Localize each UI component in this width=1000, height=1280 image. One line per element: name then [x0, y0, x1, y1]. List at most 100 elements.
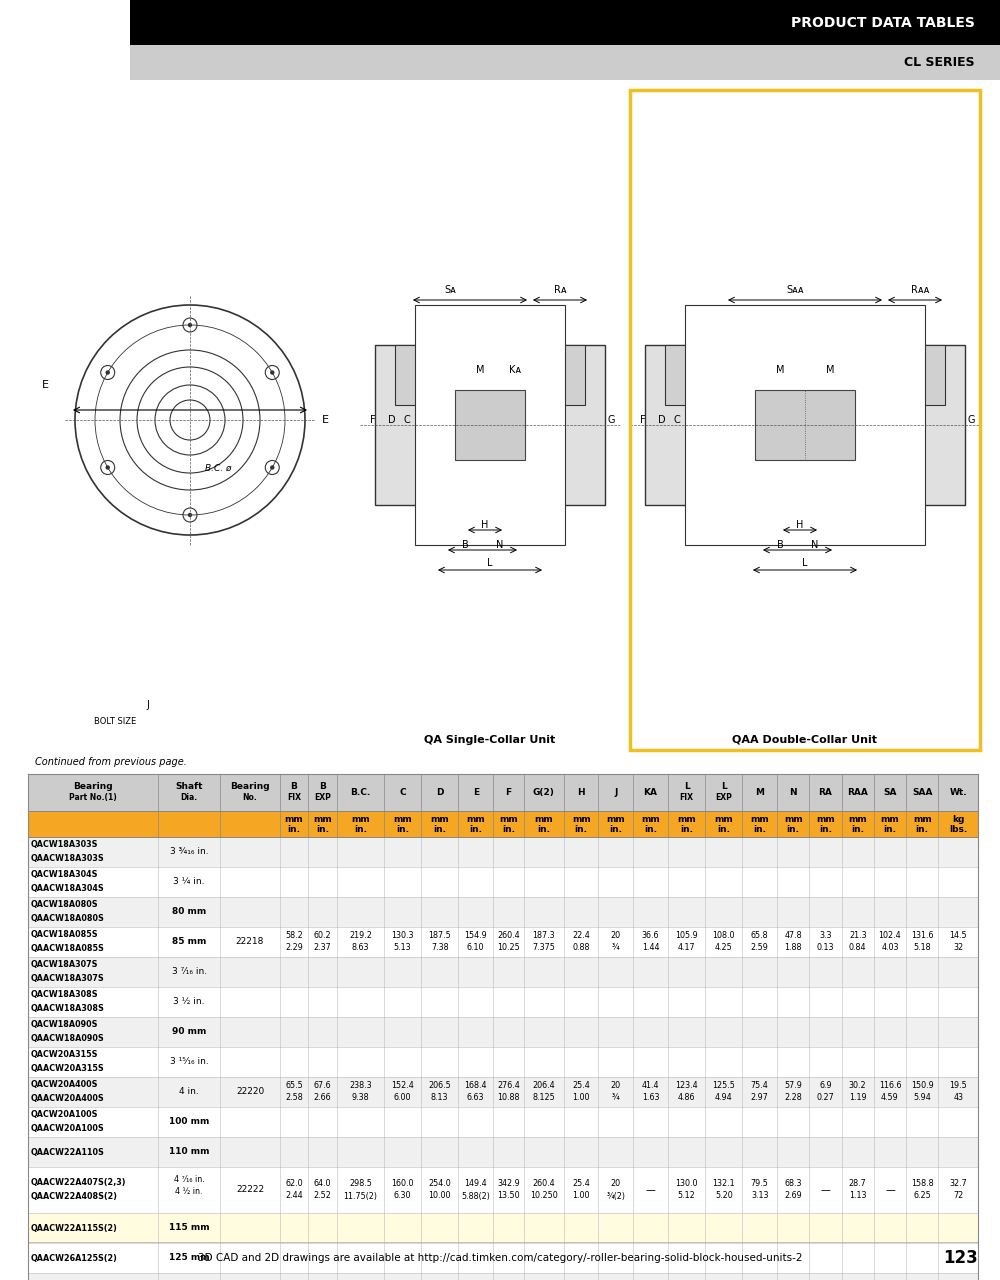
Text: 22.4: 22.4 [572, 932, 590, 941]
Text: 22218: 22218 [236, 937, 264, 946]
Text: 10.250: 10.250 [530, 1192, 558, 1201]
Text: mm: mm [750, 814, 769, 823]
Text: D: D [658, 415, 666, 425]
Text: 80 mm: 80 mm [172, 908, 206, 916]
Text: 47.8: 47.8 [784, 932, 802, 941]
Text: QACW20A315S: QACW20A315S [31, 1051, 98, 1060]
Text: FIX: FIX [680, 794, 694, 803]
Text: QAACW20A315S: QAACW20A315S [31, 1065, 105, 1074]
Text: 5.13: 5.13 [394, 943, 411, 952]
Text: 6.30: 6.30 [394, 1192, 411, 1201]
Text: 36.6: 36.6 [642, 932, 659, 941]
Text: CL SERIES: CL SERIES [904, 56, 975, 69]
Text: No.: No. [243, 794, 257, 803]
Text: B.C.: B.C. [350, 788, 371, 797]
Bar [28, 1213, 978, 1243]
Text: mm: mm [535, 814, 553, 823]
Text: 19.5: 19.5 [949, 1082, 967, 1091]
Text: G(2): G(2) [533, 788, 555, 797]
Text: G: G [968, 415, 976, 425]
Text: mm: mm [430, 814, 449, 823]
Text: 13.50: 13.50 [497, 1192, 520, 1201]
Text: mm: mm [351, 814, 370, 823]
Text: 7.375: 7.375 [532, 943, 555, 952]
Text: 3 ½ in.: 3 ½ in. [173, 997, 205, 1006]
Text: QAACW20A100S: QAACW20A100S [31, 1125, 105, 1134]
Text: 75.4: 75.4 [751, 1082, 769, 1091]
Text: Rᴀᴀ: Rᴀᴀ [911, 285, 929, 294]
Text: 2.69: 2.69 [784, 1192, 802, 1201]
Text: 1.44: 1.44 [642, 943, 659, 952]
Text: G: G [608, 415, 616, 425]
Text: QAACW18A080S: QAACW18A080S [31, 914, 105, 923]
Text: QACW18A307S: QACW18A307S [31, 960, 98, 969]
Text: C: C [399, 788, 406, 797]
Text: 123: 123 [943, 1249, 978, 1267]
Text: 62.0: 62.0 [285, 1179, 303, 1189]
Text: 105.9: 105.9 [675, 932, 698, 941]
Text: mm: mm [499, 814, 518, 823]
Text: 57.9: 57.9 [784, 1082, 802, 1091]
Text: QACW18A085S: QACW18A085S [31, 931, 99, 940]
Text: 158.8: 158.8 [911, 1179, 934, 1189]
Text: 8.13: 8.13 [431, 1093, 448, 1102]
Text: QAACW18A303S: QAACW18A303S [31, 855, 105, 864]
Text: 43: 43 [953, 1093, 963, 1102]
Text: 298.5: 298.5 [349, 1179, 372, 1189]
Text: H: H [796, 520, 804, 530]
Circle shape [106, 466, 109, 468]
Text: 154.9: 154.9 [464, 932, 487, 941]
Text: QAACW18A304S: QAACW18A304S [31, 884, 105, 893]
Text: 115 mm: 115 mm [169, 1224, 210, 1233]
Text: 2.58: 2.58 [285, 1093, 303, 1102]
Text: 0.84: 0.84 [849, 943, 866, 952]
Text: 11.75(2): 11.75(2) [343, 1192, 377, 1201]
Text: 65.8: 65.8 [751, 932, 769, 941]
Text: Sᴀᴀ: Sᴀᴀ [786, 285, 804, 294]
Text: 187.5: 187.5 [428, 932, 451, 941]
Bar [28, 927, 978, 957]
Bar [455, 390, 525, 460]
Text: in.: in. [819, 824, 832, 833]
Text: mm: mm [848, 814, 867, 823]
Text: in.: in. [851, 824, 864, 833]
Text: B: B [319, 782, 326, 791]
Text: 130.0: 130.0 [675, 1179, 698, 1189]
Text: M: M [476, 365, 484, 375]
Bar [28, 774, 978, 812]
Text: RA: RA [819, 788, 832, 797]
Text: kg: kg [952, 814, 964, 823]
Text: Shaft: Shaft [175, 782, 203, 791]
Text: 21.3: 21.3 [849, 932, 867, 941]
Text: mm: mm [606, 814, 625, 823]
Text: 150.9: 150.9 [911, 1082, 934, 1091]
Text: 5.94: 5.94 [913, 1093, 931, 1102]
Text: Part No.(1): Part No.(1) [69, 794, 117, 803]
Text: 6.9: 6.9 [819, 1082, 832, 1091]
Text: 90 mm: 90 mm [172, 1028, 206, 1037]
Text: 20: 20 [611, 932, 621, 941]
Text: 2.37: 2.37 [314, 943, 331, 952]
Text: 10.25: 10.25 [497, 943, 520, 952]
Text: 4.17: 4.17 [678, 943, 695, 952]
Text: 41.4: 41.4 [642, 1082, 659, 1091]
Text: in.: in. [883, 824, 896, 833]
Text: Wt.: Wt. [949, 788, 967, 797]
Text: QA Single-Collar Unit: QA Single-Collar Unit [424, 735, 556, 745]
Text: 254.0: 254.0 [428, 1179, 451, 1189]
Text: 32: 32 [953, 943, 963, 952]
Text: mm: mm [816, 814, 835, 823]
Text: 1.00: 1.00 [572, 1192, 590, 1201]
Text: 3 ¼ in.: 3 ¼ in. [173, 878, 205, 887]
Text: 6.63: 6.63 [467, 1093, 484, 1102]
Text: B: B [462, 540, 468, 550]
Text: QAACW26A125S(2): QAACW26A125S(2) [31, 1253, 118, 1262]
Text: 125 mm: 125 mm [169, 1253, 210, 1262]
Text: 0.88: 0.88 [572, 943, 590, 952]
Bar [645, 346, 965, 506]
Text: 60.2: 60.2 [314, 932, 331, 941]
Text: 2.44: 2.44 [285, 1192, 303, 1201]
Text: Continued from previous page.: Continued from previous page. [35, 756, 187, 767]
Text: QAACW18A085S: QAACW18A085S [31, 945, 105, 954]
Text: 14.5: 14.5 [949, 932, 967, 941]
